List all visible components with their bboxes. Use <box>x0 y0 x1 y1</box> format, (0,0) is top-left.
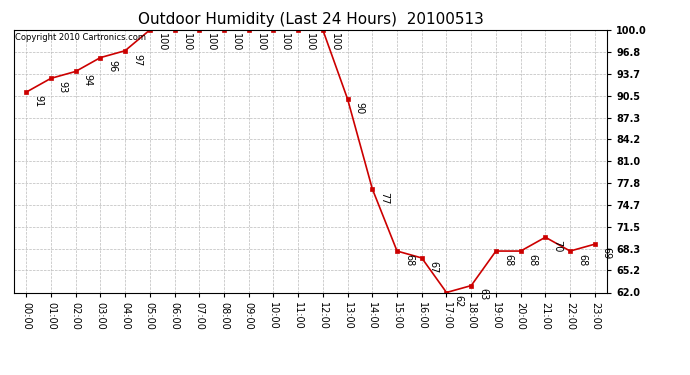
Text: 69: 69 <box>602 247 612 259</box>
Text: 63: 63 <box>478 288 488 301</box>
Text: 100: 100 <box>255 33 266 51</box>
Text: Copyright 2010 Cartronics.com: Copyright 2010 Cartronics.com <box>15 33 146 42</box>
Text: 100: 100 <box>181 33 191 51</box>
Text: 68: 68 <box>528 254 538 266</box>
Text: 100: 100 <box>330 33 339 51</box>
Text: 70: 70 <box>552 240 562 252</box>
Text: 91: 91 <box>33 95 43 107</box>
Text: 93: 93 <box>58 81 68 93</box>
Text: 67: 67 <box>428 261 439 273</box>
Title: Outdoor Humidity (Last 24 Hours)  20100513: Outdoor Humidity (Last 24 Hours) 2010051… <box>137 12 484 27</box>
Text: 100: 100 <box>280 33 290 51</box>
Text: 68: 68 <box>577 254 587 266</box>
Text: 68: 68 <box>404 254 414 266</box>
Text: 100: 100 <box>305 33 315 51</box>
Text: 100: 100 <box>206 33 216 51</box>
Text: 94: 94 <box>83 74 92 87</box>
Text: 77: 77 <box>380 192 389 204</box>
Text: 100: 100 <box>231 33 241 51</box>
Text: 68: 68 <box>503 254 513 266</box>
Text: 97: 97 <box>132 54 142 66</box>
Text: 90: 90 <box>355 102 364 114</box>
Text: 62: 62 <box>453 295 464 307</box>
Text: 96: 96 <box>107 60 117 73</box>
Text: 100: 100 <box>157 33 167 51</box>
